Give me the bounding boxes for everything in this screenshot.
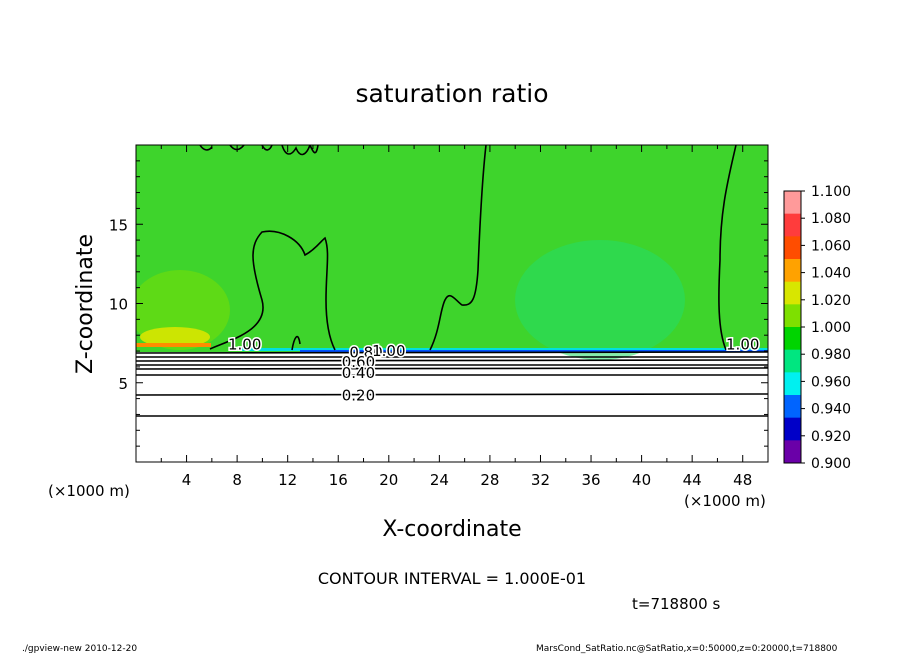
x-tick-label: 20 — [379, 471, 398, 489]
contour-line — [136, 367, 768, 370]
colorbar-swatch — [784, 236, 801, 260]
contour-line — [136, 393, 768, 396]
contour-label-group: 1.00 0.800.600.400.201.001.00 — [227, 334, 761, 406]
x-tick-label: 32 — [531, 471, 550, 489]
colorbar-label: 1.060 — [811, 238, 851, 254]
colorbar-label: 0.980 — [811, 347, 851, 363]
y-axis-label: Z-coordinate — [73, 234, 98, 374]
colorbar-swatch — [784, 281, 801, 305]
y-axis-ticks: 5 10 15 — [109, 160, 768, 447]
contour-label: 1.00 — [372, 342, 405, 360]
x-tick-label: 40 — [632, 471, 651, 489]
x-tick-label: 44 — [683, 471, 702, 489]
colorbar-swatch — [784, 259, 801, 283]
y-tick-label: 15 — [109, 216, 128, 234]
colorbar-swatch — [784, 349, 801, 373]
x-tick-label: 36 — [581, 471, 600, 489]
colorbar-swatch — [784, 191, 801, 215]
time-text: t=718800 s — [632, 595, 720, 613]
x-axis-label: X-coordinate — [382, 517, 521, 542]
x-unit-right: (×1000 m) — [684, 492, 766, 510]
x-tick-label: 28 — [480, 471, 499, 489]
footer-left: ./gpview-new 2010-12-20 — [22, 644, 137, 654]
contour-label: 0.80 — [349, 344, 382, 362]
colorbar-swatch — [784, 213, 801, 237]
contour-label: 1.00 — [228, 336, 261, 354]
contour-lines — [136, 145, 768, 418]
colorbar-swatch — [784, 440, 801, 464]
plot-area: 1.00 0.800.600.400.201.001.00 — [136, 145, 768, 462]
footer-right: MarsCond_SatRatio.nc@SatRatio,x=0:50000,… — [536, 644, 838, 654]
field-interface-cyan — [240, 348, 768, 351]
contour-line — [136, 359, 768, 362]
colorbar-label: 0.960 — [811, 374, 851, 390]
contour-label: 0.20 — [342, 386, 375, 404]
x-tick-label: 12 — [278, 471, 297, 489]
chart-title: saturation ratio — [355, 79, 548, 108]
contour-interval-text: CONTOUR INTERVAL = 1.000E-01 — [318, 569, 586, 588]
contour-line — [136, 351, 768, 354]
colorbar-swatch — [784, 304, 801, 328]
x-axis-ticks: 4 8 12 16 20 24 28 32 36 40 44 48 — [160, 145, 752, 489]
contour-line — [718, 145, 737, 351]
x-tick-label: 48 — [733, 471, 752, 489]
colorbar-swatch — [784, 417, 801, 441]
contour-label: 1.00 — [726, 336, 759, 354]
contour-label: 0.40 — [342, 364, 375, 382]
colorbar: 1.100 1.080 1.060 1.040 1.020 1.000 0.980 0.960… — [783, 184, 851, 472]
field-warm-patch — [140, 327, 210, 347]
y-tick-label: 5 — [118, 375, 128, 393]
x-tick-label: 16 — [329, 471, 348, 489]
colorbar-label: 1.000 — [811, 320, 851, 336]
colorbar-label: 0.920 — [811, 429, 851, 445]
x-tick-label: 4 — [182, 471, 192, 489]
contour-line — [291, 335, 301, 351]
y-tick-label: 10 — [109, 296, 128, 314]
contour-line — [429, 145, 487, 351]
colorbar-swatch — [784, 372, 801, 396]
x-tick-label: 24 — [430, 471, 449, 489]
contour-line — [136, 414, 768, 418]
colorbar-label: 1.020 — [811, 293, 851, 309]
colorbar-label: 1.080 — [811, 211, 851, 227]
colorbar-label: 0.900 — [811, 456, 851, 472]
field-cool-patch — [515, 240, 685, 360]
colorbar-label: 1.100 — [811, 184, 851, 200]
colorbar-swatch — [784, 395, 801, 419]
x-tick-label: 8 — [232, 471, 242, 489]
contour-line — [209, 230, 336, 351]
colorbar-label: 1.040 — [811, 266, 851, 282]
x-unit-left: (×1000 m) — [48, 482, 130, 500]
colorbar-label: 0.940 — [811, 402, 851, 418]
colorbar-swatch — [784, 327, 801, 351]
contour-label: 0.60 — [342, 353, 375, 371]
field-interface-blue — [300, 350, 768, 352]
field-orange-strip — [136, 343, 211, 347]
